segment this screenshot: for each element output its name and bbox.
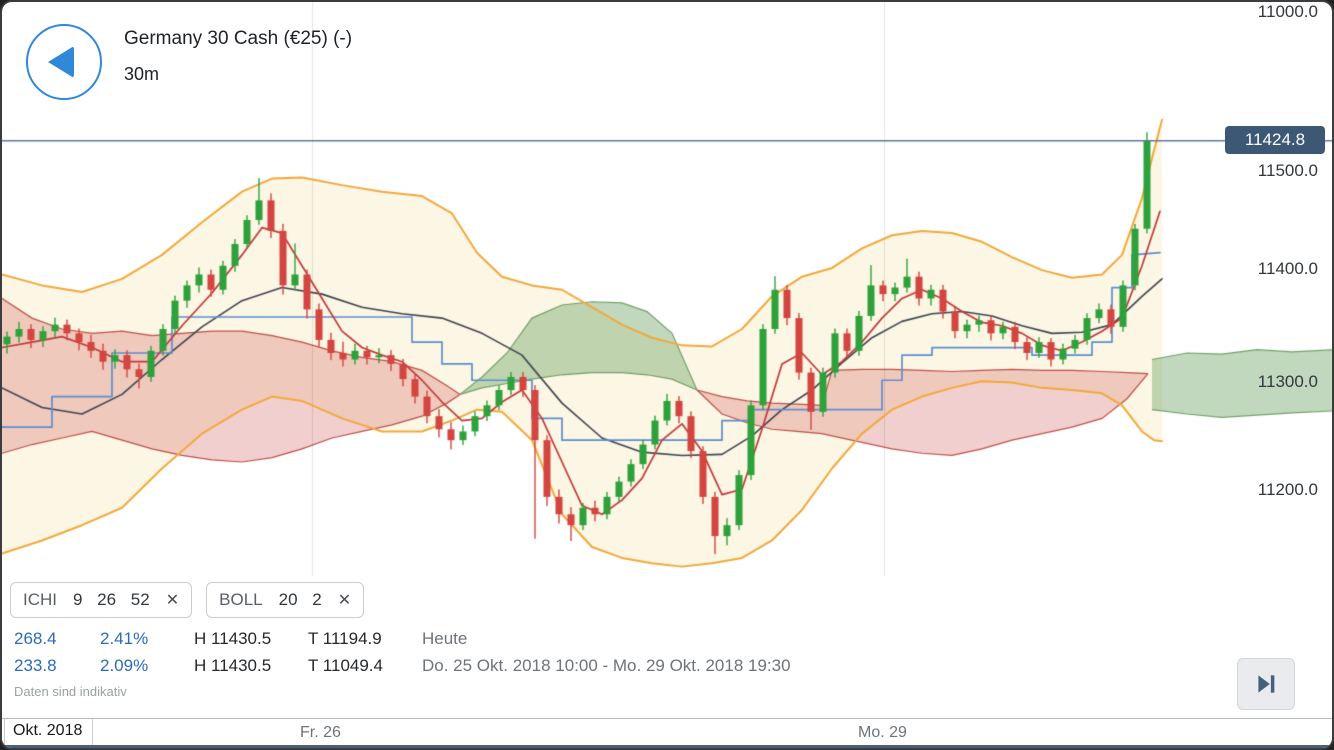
change-percent: 2.09% xyxy=(100,656,149,675)
close-icon[interactable]: ✕ xyxy=(165,592,180,609)
price-axis-label: 11200.0 xyxy=(1257,480,1318,499)
time-axis-tick: Mo. 29 xyxy=(858,724,907,741)
price-axis-label: 11400.0 xyxy=(1257,259,1318,278)
timeframe-label[interactable]: 30m xyxy=(124,64,160,84)
back-button[interactable] xyxy=(26,24,102,100)
close-icon[interactable]: ✕ xyxy=(337,592,352,609)
price-axis-label: 11300.0 xyxy=(1257,372,1318,391)
title-block: Germany 30 Cash (€25) (-) 30m xyxy=(124,24,352,85)
low-value: T 11194.9 xyxy=(308,629,382,648)
stats-row-range: 233.8 2.09% H 11430.5 T 11049.4 Do. 25 O… xyxy=(14,656,791,676)
indicator-params: 9 26 52 xyxy=(73,590,150,609)
indicator-name: ICHI xyxy=(23,590,57,609)
skip-to-latest-button[interactable] xyxy=(1237,658,1295,710)
price-axis-label: 11000.0 xyxy=(1257,2,1318,21)
time-axis: Okt. 2018 Fr. 26 Mo. 29 xyxy=(2,718,1332,748)
period-label: Do. 25 Okt. 2018 10:00 - Mo. 29 Okt. 201… xyxy=(422,656,791,675)
skip-forward-icon xyxy=(1258,675,1275,693)
stats-row-today: 268.4 2.41% H 11430.5 T 11194.9 Heute xyxy=(14,629,467,649)
disclaimer-text: Daten sind indikativ xyxy=(14,684,127,699)
chart-footer: ICHI 9 26 52 ✕ BOLL 20 2 ✕ 268.4 2.41% H… xyxy=(2,576,1332,748)
time-axis-month-label: Okt. 2018 xyxy=(4,719,94,746)
bottom-scroll-bar[interactable] xyxy=(2,745,1332,748)
change-percent: 2.41% xyxy=(100,629,149,648)
indicator-chip-boll[interactable]: BOLL 20 2 ✕ xyxy=(206,582,365,618)
change-value: 233.8 xyxy=(14,656,57,675)
chart-header: Germany 30 Cash (€25) (-) 30m xyxy=(26,24,352,100)
period-label: Heute xyxy=(422,629,468,648)
back-arrow-icon xyxy=(48,46,74,78)
indicator-params: 20 2 xyxy=(278,590,322,609)
time-axis-tick: Fr. 26 xyxy=(300,724,341,741)
high-value: H 11430.5 xyxy=(194,656,272,675)
current-price-badge: 11424.8 xyxy=(1225,126,1325,154)
high-value: H 11430.5 xyxy=(194,629,272,648)
price-axis-label: 11500.0 xyxy=(1257,161,1318,180)
indicator-chip-ichi[interactable]: ICHI 9 26 52 ✕ xyxy=(10,582,193,618)
instrument-title: Germany 30 Cash (€25) (-) xyxy=(124,28,353,49)
indicator-chips: ICHI 9 26 52 ✕ BOLL 20 2 ✕ xyxy=(10,582,365,618)
change-value: 268.4 xyxy=(14,629,57,648)
low-value: T 11049.4 xyxy=(308,656,383,675)
indicator-name: BOLL xyxy=(219,590,263,609)
